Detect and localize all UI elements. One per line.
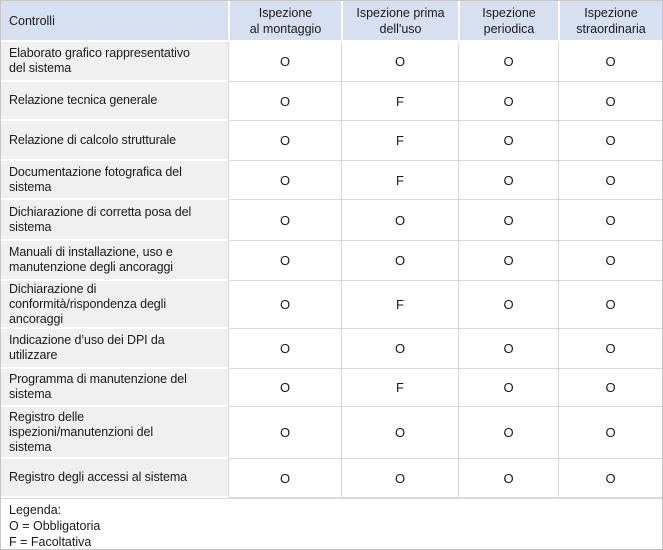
row-label: Manuali di installazione, uso e manutenz…	[1, 241, 228, 281]
inspection-value: O	[558, 459, 662, 498]
table-row: Dichiarazione di conformità/rispondenza …	[1, 281, 662, 329]
inspection-value: O	[458, 82, 558, 121]
inspection-value: O	[458, 369, 558, 407]
inspection-value: O	[341, 407, 458, 459]
inspection-value: O	[558, 200, 662, 241]
inspection-value: O	[458, 42, 558, 82]
inspection-value: O	[228, 459, 341, 498]
table-row: Indicazione d’uso dei DPI da utilizzare …	[1, 329, 662, 369]
column-header-ispezione-periodica: Ispezione periodica	[458, 1, 558, 42]
table-row: Programma di manutenzione del sistema O …	[1, 369, 662, 407]
inspection-value: O	[558, 42, 662, 82]
table-row: Elaborato grafico rappresentativo del si…	[1, 42, 662, 82]
inspection-value: O	[228, 200, 341, 241]
inspection-value: O	[458, 200, 558, 241]
inspection-value: O	[558, 161, 662, 200]
table-row: Registro degli accessi al sistema O O O …	[1, 459, 662, 498]
table-header-row: Controlli Ispezione al montaggio Ispezio…	[1, 1, 662, 42]
inspection-value: O	[341, 329, 458, 369]
inspection-value: O	[558, 281, 662, 329]
row-label: Elaborato grafico rappresentativo del si…	[1, 42, 228, 82]
table-row: Manuali di installazione, uso e manutenz…	[1, 241, 662, 281]
inspection-value: F	[341, 281, 458, 329]
inspection-value: O	[341, 241, 458, 281]
row-label: Dichiarazione di conformità/rispondenza …	[1, 281, 228, 329]
row-label: Indicazione d’uso dei DPI da utilizzare	[1, 329, 228, 369]
column-header-controlli: Controlli	[1, 1, 228, 42]
inspection-value: O	[228, 241, 341, 281]
inspection-value: O	[341, 459, 458, 498]
legend: Legenda: O = Obbligatoria F = Facoltativ…	[1, 498, 662, 549]
inspection-value: O	[228, 281, 341, 329]
table-row: Relazione tecnica generale O F O O	[1, 82, 662, 121]
inspection-value: O	[228, 161, 341, 200]
column-header-ispezione-al-montaggio: Ispezione al montaggio	[228, 1, 341, 42]
inspection-value: O	[228, 329, 341, 369]
inspection-value: O	[458, 329, 558, 369]
inspection-value: O	[228, 82, 341, 121]
row-label: Dichiarazione di corretta posa del siste…	[1, 200, 228, 241]
row-label: Relazione di calcolo strutturale	[1, 121, 228, 161]
inspection-value: F	[341, 82, 458, 121]
inspection-value: O	[228, 42, 341, 82]
inspection-value: O	[558, 241, 662, 281]
inspection-value: F	[341, 369, 458, 407]
column-header-ispezione-prima-delluso: Ispezione prima dell'uso	[341, 1, 458, 42]
inspection-value: O	[458, 459, 558, 498]
inspection-value: O	[458, 161, 558, 200]
inspection-value: O	[458, 241, 558, 281]
inspection-value: O	[458, 121, 558, 161]
inspection-value: F	[341, 161, 458, 200]
inspection-value: O	[558, 82, 662, 121]
table-row: Registro delle ispezioni/manutenzioni de…	[1, 407, 662, 459]
inspection-value: O	[558, 369, 662, 407]
inspection-value: F	[341, 121, 458, 161]
inspection-value: O	[558, 329, 662, 369]
row-label: Documentazione fotografica del sistema	[1, 161, 228, 200]
row-label: Registro degli accessi al sistema	[1, 459, 228, 498]
inspection-value: O	[558, 121, 662, 161]
table-row: Relazione di calcolo strutturale O F O O	[1, 121, 662, 161]
inspection-value: O	[228, 369, 341, 407]
row-label: Relazione tecnica generale	[1, 82, 228, 121]
inspection-value: O	[341, 42, 458, 82]
inspection-value: O	[341, 200, 458, 241]
column-header-ispezione-straordinaria: Ispezione straordinaria	[558, 1, 662, 42]
inspection-value: O	[228, 407, 341, 459]
inspection-value: O	[228, 121, 341, 161]
table-row: Dichiarazione di corretta posa del siste…	[1, 200, 662, 241]
row-label: Registro delle ispezioni/manutenzioni de…	[1, 407, 228, 459]
inspection-value: O	[558, 407, 662, 459]
row-label: Programma di manutenzione del sistema	[1, 369, 228, 407]
inspection-value: O	[458, 407, 558, 459]
inspection-value: O	[458, 281, 558, 329]
table-row: Documentazione fotografica del sistema O…	[1, 161, 662, 200]
